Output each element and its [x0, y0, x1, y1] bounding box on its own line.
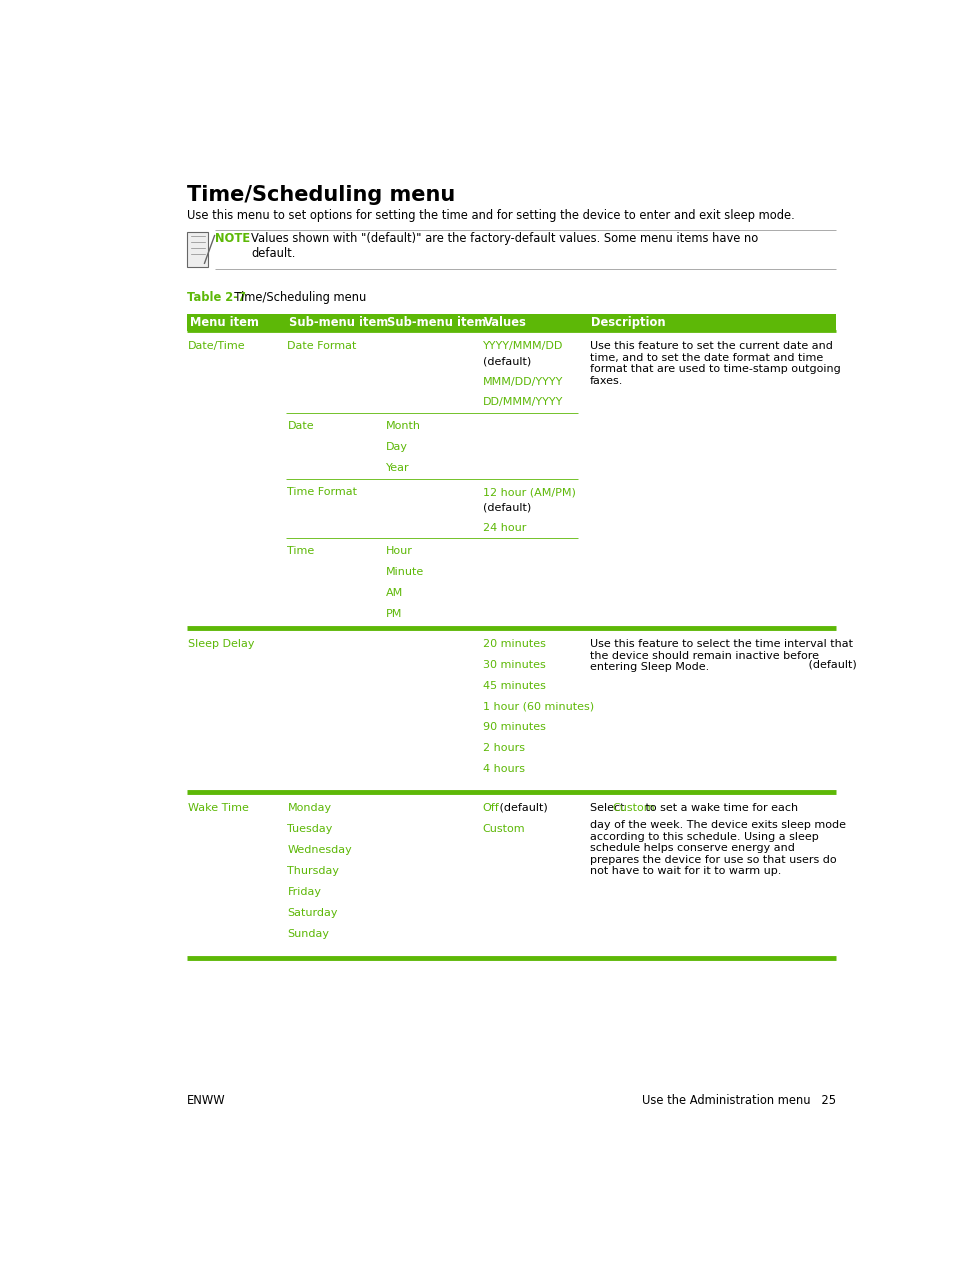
Text: Tuesday: Tuesday [287, 824, 333, 833]
Text: Thursday: Thursday [287, 866, 339, 876]
Text: Month: Month [385, 420, 420, 431]
Text: 2 hours: 2 hours [482, 743, 524, 753]
Text: Wednesday: Wednesday [287, 845, 352, 855]
Text: Hour: Hour [385, 546, 413, 556]
Text: Wake Time: Wake Time [188, 803, 249, 813]
Text: Off: Off [482, 803, 499, 813]
Text: DD/MMM/YYYY: DD/MMM/YYYY [482, 396, 562, 406]
Text: Sunday: Sunday [287, 928, 329, 939]
Text: Values shown with "(default)" are the factory-default values. Some menu items ha: Values shown with "(default)" are the fa… [251, 231, 758, 245]
Text: Values: Values [484, 316, 527, 329]
Text: day of the week. The device exits sleep mode
according to this schedule. Using a: day of the week. The device exits sleep … [589, 820, 844, 876]
Text: Use this menu to set options for setting the time and for setting the device to : Use this menu to set options for setting… [187, 210, 794, 222]
Text: Custom: Custom [482, 824, 525, 833]
Text: Date/Time: Date/Time [188, 342, 246, 351]
Bar [187, 314, 835, 331]
Text: Day: Day [385, 442, 408, 452]
Text: to set a wake time for each: to set a wake time for each [641, 803, 797, 813]
Text: PM: PM [385, 608, 402, 618]
Text: Friday: Friday [287, 886, 321, 897]
Text: Time Format: Time Format [287, 488, 357, 497]
Text: 12 hour (AM/PM): 12 hour (AM/PM) [482, 488, 575, 497]
Text: Table 2-7: Table 2-7 [187, 291, 246, 304]
Text: 20 minutes: 20 minutes [482, 639, 545, 649]
Text: 1 hour (60 minutes): 1 hour (60 minutes) [482, 701, 593, 711]
Text: Menu item: Menu item [190, 316, 258, 329]
Text: Monday: Monday [287, 803, 332, 813]
Text: Time: Time [287, 546, 314, 556]
Text: 90 minutes: 90 minutes [482, 723, 545, 732]
Text: (default): (default) [482, 356, 531, 366]
Text: AM: AM [385, 588, 403, 598]
Bar [187, 231, 208, 267]
Text: Use this feature to select the time interval that
the device should remain inact: Use this feature to select the time inte… [589, 639, 852, 672]
Text: Sleep Delay: Sleep Delay [188, 639, 254, 649]
Text: (default): (default) [482, 502, 531, 512]
Text: NOTE: NOTE [214, 231, 250, 245]
Text: Custom: Custom [612, 803, 655, 813]
Text: Description: Description [591, 316, 665, 329]
Text: Saturday: Saturday [287, 908, 337, 918]
Text: Time/Scheduling menu: Time/Scheduling menu [187, 184, 455, 204]
Text: (default): (default) [496, 803, 547, 813]
Text: YYYY/MMM/DD: YYYY/MMM/DD [482, 342, 562, 351]
Text: Sub-menu item: Sub-menu item [289, 316, 388, 329]
Text: Select: Select [589, 803, 627, 813]
Text: Time/Scheduling menu: Time/Scheduling menu [227, 291, 366, 304]
Text: Use the Administration menu   25: Use the Administration menu 25 [641, 1095, 835, 1107]
Text: Year: Year [385, 462, 409, 472]
Text: Use this feature to set the current date and
time, and to set the date format an: Use this feature to set the current date… [589, 342, 840, 386]
Text: Sub-menu item: Sub-menu item [387, 316, 486, 329]
Text: 24 hour: 24 hour [482, 523, 525, 533]
Text: default.: default. [251, 246, 295, 260]
Text: 45 minutes: 45 minutes [482, 681, 545, 691]
Text: 30 minutes: 30 minutes [482, 660, 545, 669]
Text: Date: Date [287, 420, 314, 431]
Text: Minute: Minute [385, 566, 424, 577]
Text: MMM/DD/YYYY: MMM/DD/YYYY [482, 377, 562, 387]
Text: 4 hours: 4 hours [482, 763, 524, 773]
Text: (default): (default) [804, 660, 856, 669]
Text: Date Format: Date Format [287, 342, 356, 351]
Text: ENWW: ENWW [187, 1095, 225, 1107]
